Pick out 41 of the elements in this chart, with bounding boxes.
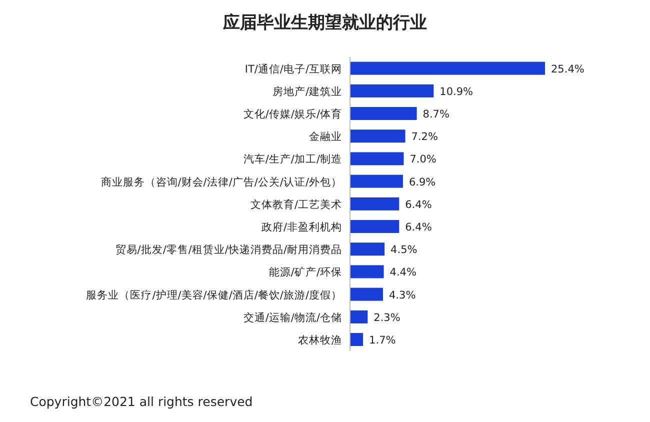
data-label: 4.5% bbox=[390, 244, 418, 256]
data-label: 6.9% bbox=[408, 176, 436, 188]
y-tick-label: 交通/运输/物流/仓储 bbox=[243, 310, 342, 324]
bar bbox=[350, 333, 364, 346]
data-label: 6.4% bbox=[405, 198, 432, 211]
data-label: 25.4% bbox=[551, 63, 584, 76]
y-tick-label: 能源/矿产/环保 bbox=[268, 266, 342, 279]
data-label: 1.7% bbox=[369, 334, 396, 346]
data-label: 4.3% bbox=[389, 289, 416, 302]
y-tick-label: 文体教育/工艺美术 bbox=[250, 198, 342, 211]
bar bbox=[350, 130, 406, 143]
y-tick-label: 文化/传媒/娱乐/体育 bbox=[243, 108, 342, 120]
chart-title: 应届毕业生期望就业的行业 bbox=[222, 13, 427, 33]
data-label: 4.4% bbox=[390, 266, 416, 279]
bar bbox=[350, 197, 400, 210]
y-tick-label: 服务业（医疗/护理/美容/保健/酒店/餐饮/旅游/度假） bbox=[86, 288, 342, 302]
text: Copyright©2021 all rights reserved bbox=[30, 394, 253, 409]
y-tick-label: 金融业 bbox=[309, 130, 342, 144]
data-label: 7.0% bbox=[410, 154, 436, 166]
y-tick-label: 贸易/批发/零售/租赁业/快递消费品/耐用消费品 bbox=[115, 243, 342, 256]
y-tick-label: 汽车/生产/加工/制造 bbox=[243, 152, 342, 166]
bar bbox=[350, 288, 384, 301]
y-tick-label: 政府/非盈利机构 bbox=[261, 220, 342, 234]
y-tick-label: 房地产/建筑业 bbox=[272, 84, 342, 98]
bar bbox=[350, 107, 417, 120]
data-label: 2.3% bbox=[374, 312, 400, 324]
y-tick-label: 商业服务（咨询/财会/法律/广告/公关/认证/外包） bbox=[100, 175, 342, 188]
data-label: 6.4% bbox=[405, 222, 432, 234]
bar bbox=[350, 220, 400, 233]
data-label: 8.7% bbox=[422, 108, 450, 120]
data-label: 7.2% bbox=[411, 131, 438, 144]
bar bbox=[350, 242, 385, 256]
y-tick-label: 农林牧渔 bbox=[298, 334, 342, 346]
bar bbox=[350, 62, 545, 75]
bar bbox=[350, 310, 368, 324]
y-tick-label: IT/通信/电子/互联网 bbox=[244, 62, 342, 76]
data-label: 10.9% bbox=[440, 86, 474, 98]
bar bbox=[350, 174, 403, 188]
bar bbox=[350, 265, 384, 278]
bar bbox=[350, 152, 404, 166]
bar bbox=[350, 84, 434, 98]
